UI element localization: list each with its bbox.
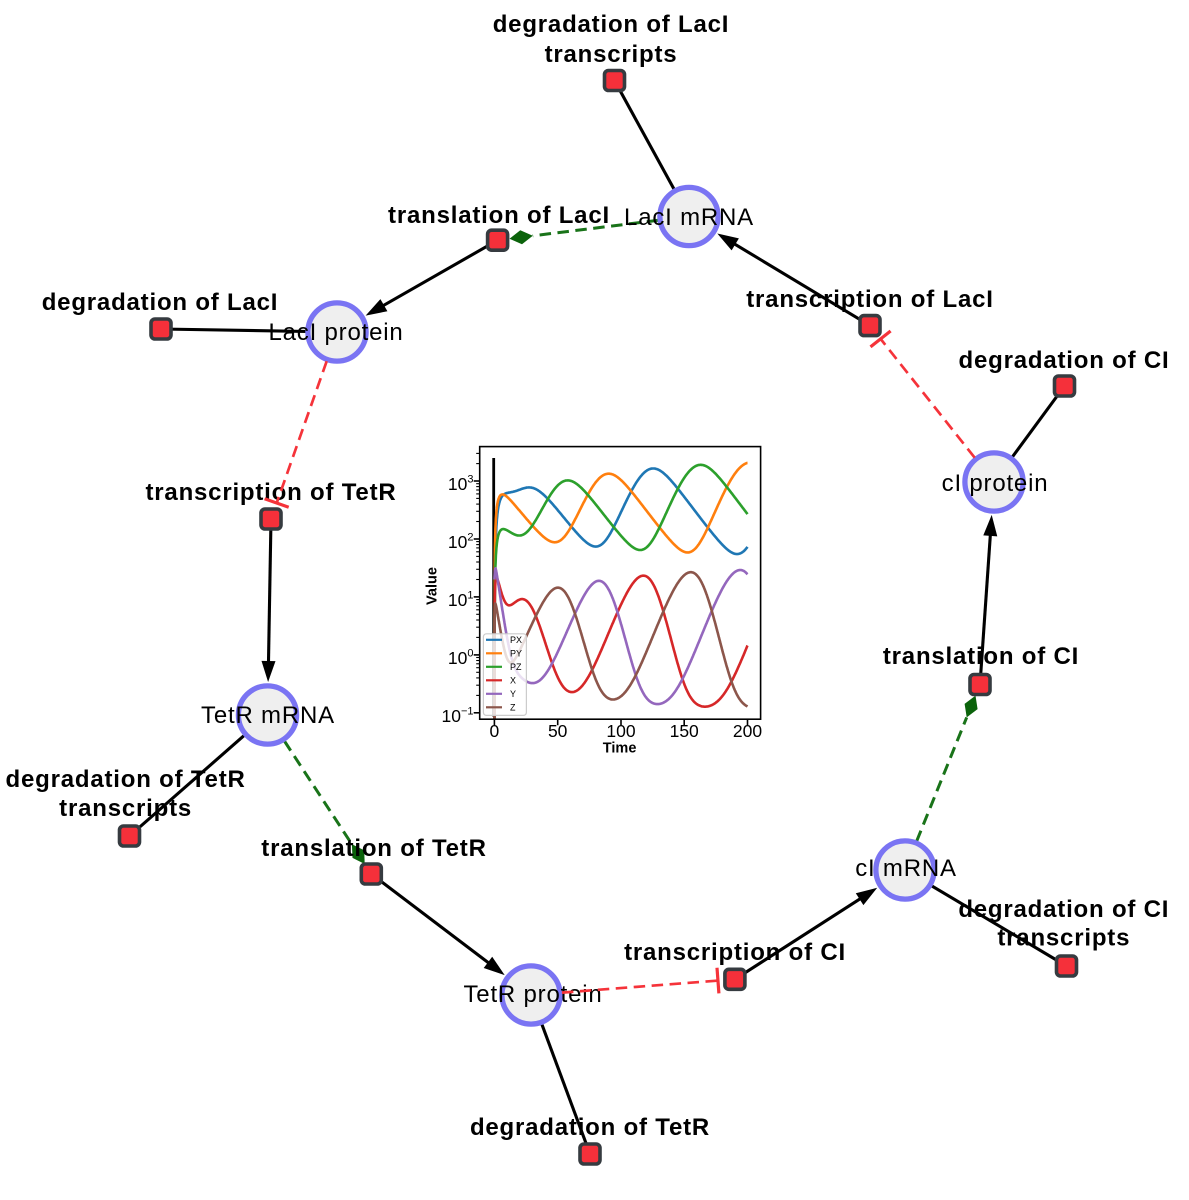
svg-text:transcripts: transcripts — [997, 925, 1130, 952]
svg-text:TetR protein: TetR protein — [464, 981, 603, 1008]
svg-text:X: X — [510, 676, 516, 686]
svg-text:degradation of LacI: degradation of LacI — [42, 289, 279, 316]
svg-text:transcription of LacI: transcription of LacI — [746, 286, 994, 313]
svg-text:degradation of TetR: degradation of TetR — [470, 1114, 710, 1141]
svg-text:cI protein: cI protein — [942, 470, 1049, 497]
svg-text:Z: Z — [510, 703, 516, 713]
svg-text:PY: PY — [510, 649, 522, 659]
svg-text:100: 100 — [448, 647, 474, 668]
svg-text:LacI protein: LacI protein — [268, 319, 403, 346]
svg-text:103: 103 — [448, 474, 474, 495]
svg-text:Value: Value — [425, 567, 441, 605]
svg-text:0: 0 — [490, 721, 500, 741]
svg-text:degradation of LacI: degradation of LacI — [493, 11, 730, 38]
svg-text:150: 150 — [670, 721, 699, 741]
svg-text:50: 50 — [548, 721, 568, 741]
svg-text:translation of LacI: translation of LacI — [388, 202, 610, 229]
svg-text:degradation of TetR: degradation of TetR — [6, 766, 246, 793]
svg-text:Time: Time — [603, 741, 637, 757]
svg-text:translation of CI: translation of CI — [883, 643, 1079, 670]
svg-text:cI mRNA: cI mRNA — [855, 855, 957, 882]
svg-text:200: 200 — [733, 721, 762, 741]
svg-text:101: 101 — [448, 589, 474, 610]
svg-text:100: 100 — [606, 721, 635, 741]
svg-text:transcripts: transcripts — [545, 41, 678, 68]
svg-text:10−1: 10−1 — [441, 705, 473, 726]
svg-text:transcripts: transcripts — [59, 795, 192, 822]
svg-text:LacI mRNA: LacI mRNA — [624, 204, 754, 231]
svg-text:PX: PX — [510, 635, 522, 645]
svg-text:Y: Y — [510, 689, 516, 699]
svg-text:PZ: PZ — [510, 662, 522, 672]
svg-text:degradation of CI: degradation of CI — [958, 896, 1169, 923]
svg-text:102: 102 — [448, 532, 474, 553]
svg-text:degradation of CI: degradation of CI — [959, 347, 1170, 374]
svg-text:transcription of CI: transcription of CI — [624, 939, 846, 966]
svg-text:translation of TetR: translation of TetR — [261, 835, 486, 862]
svg-text:TetR mRNA: TetR mRNA — [201, 702, 335, 729]
